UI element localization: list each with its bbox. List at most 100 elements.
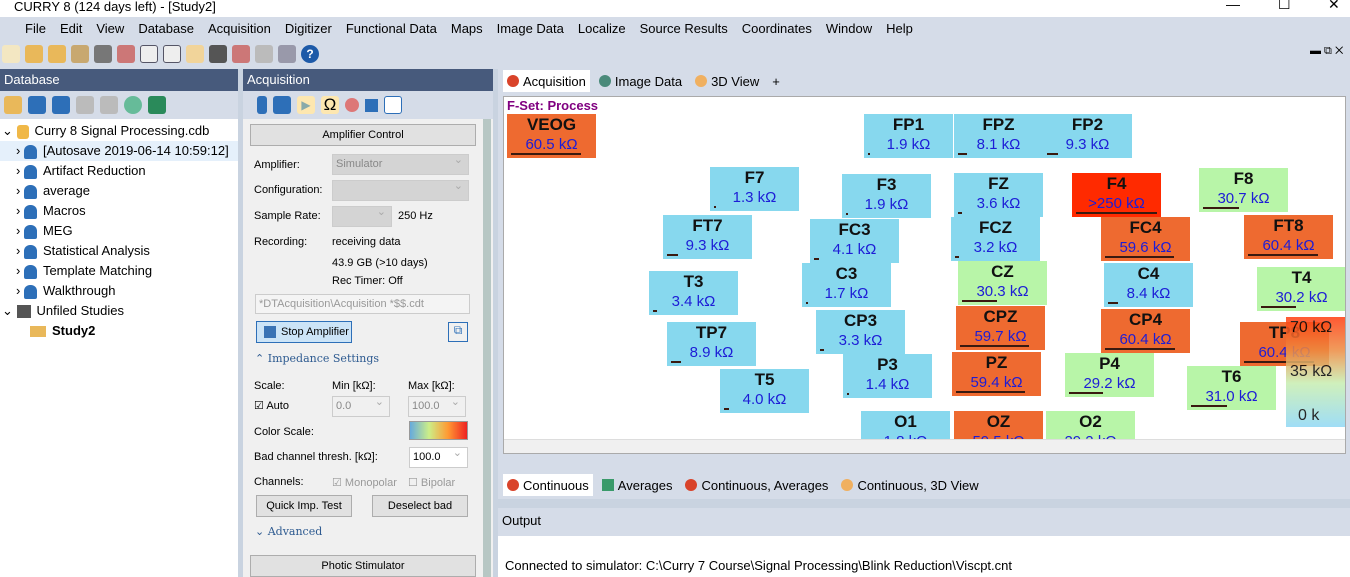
electrode-ft8[interactable]: FT8 60.4 kΩ: [1244, 215, 1333, 259]
deselect-bad-button[interactable]: Deselect bad: [372, 495, 468, 517]
electrode-t5[interactable]: T5 4.0 kΩ: [720, 369, 809, 413]
add-patient-icon[interactable]: [28, 96, 46, 114]
electrode-cp4[interactable]: CP4 60.4 kΩ: [1101, 309, 1190, 353]
clipboard-icon[interactable]: [186, 45, 204, 63]
close-button[interactable]: ✕: [1328, 0, 1340, 12]
add-file-icon[interactable]: [100, 96, 118, 114]
view-tab[interactable]: Image Data: [595, 74, 686, 89]
data-tab[interactable]: Averages: [598, 478, 677, 493]
electrode-veog[interactable]: VEOG 60.5 kΩ: [507, 114, 596, 158]
electrode-t6[interactable]: T6 31.0 kΩ: [1187, 366, 1276, 410]
tree-item[interactable]: › [Autosave 2019-06-14 10:59:12]: [0, 141, 238, 161]
comment-icon[interactable]: [384, 96, 402, 114]
electrode-fcz[interactable]: FCZ 3.2 kΩ: [951, 217, 1040, 261]
menu-edit[interactable]: Edit: [59, 20, 83, 36]
file-path-field[interactable]: *DTAcquisition\Acquisition *$$.cdt: [255, 294, 470, 314]
auto-checkbox[interactable]: ☑ Auto: [254, 400, 289, 412]
db-open-icon[interactable]: [4, 96, 22, 114]
data-tab[interactable]: Continuous: [503, 474, 593, 496]
view-tab[interactable]: 3D View: [691, 74, 763, 89]
menu-help[interactable]: Help: [886, 20, 913, 36]
electrode-cpz[interactable]: CPZ 59.7 kΩ: [956, 306, 1045, 350]
electrode-fc4[interactable]: FC4 59.6 kΩ: [1101, 217, 1190, 261]
electrode-f4[interactable]: F4 >250 kΩ: [1072, 173, 1161, 217]
search-folder-icon[interactable]: [71, 45, 89, 63]
electrode-pz[interactable]: PZ 59.4 kΩ: [952, 352, 1041, 396]
minimize-button[interactable]: —: [1226, 0, 1240, 12]
menu-coordinates[interactable]: Coordinates: [741, 20, 812, 36]
electrode-fp1[interactable]: FP1 1.9 kΩ: [864, 114, 953, 158]
electrode-f3[interactable]: F3 1.9 kΩ: [842, 174, 931, 218]
tree-item[interactable]: › MEG: [0, 221, 238, 241]
refresh-icon[interactable]: [255, 45, 273, 63]
marker-icon[interactable]: [232, 45, 250, 63]
tree-item[interactable]: › average: [0, 181, 238, 201]
scrollbar[interactable]: [483, 119, 491, 577]
stop-icon[interactable]: [365, 98, 378, 112]
menu-database[interactable]: Database: [138, 20, 194, 36]
stop-amplifier-button[interactable]: Stop Amplifier: [256, 321, 352, 343]
movie-icon[interactable]: [278, 45, 296, 63]
menu-localize[interactable]: Localize: [577, 20, 626, 36]
electrode-fz[interactable]: FZ 3.6 kΩ: [954, 173, 1043, 217]
maximize-button[interactable]: ☐: [1278, 0, 1291, 12]
electrode-f7[interactable]: F7 1.3 kΩ: [710, 167, 799, 211]
menu-file[interactable]: File: [25, 20, 46, 36]
import-icon[interactable]: [48, 45, 66, 63]
max-input[interactable]: 100.0: [408, 393, 466, 417]
tree-study[interactable]: Study2: [0, 321, 238, 341]
settings-icon[interactable]: [94, 45, 112, 63]
photic-stimulator-button[interactable]: Photic Stimulator: [250, 555, 476, 577]
menu-image-data[interactable]: Image Data: [496, 20, 564, 36]
electrode-cz[interactable]: CZ 30.3 kΩ: [958, 261, 1047, 305]
code-icon[interactable]: [148, 96, 166, 114]
amplifier-icon[interactable]: [257, 96, 267, 114]
menu-window[interactable]: Window: [825, 20, 873, 36]
amplifier-select[interactable]: Simulator: [332, 151, 469, 175]
electrode-c4[interactable]: C4 8.4 kΩ: [1104, 263, 1193, 307]
bad-thresh-input[interactable]: 100.0: [409, 444, 468, 468]
play-icon[interactable]: ▶: [297, 96, 315, 114]
new-icon[interactable]: [2, 45, 20, 63]
electrode-f8[interactable]: F8 30.7 kΩ: [1199, 168, 1288, 212]
color-scale-select[interactable]: [409, 421, 468, 440]
record-icon[interactable]: [345, 98, 359, 112]
menu-maps[interactable]: Maps: [450, 20, 483, 36]
add-user-icon[interactable]: [52, 96, 70, 114]
data-tab[interactable]: Continuous, 3D View: [837, 478, 982, 493]
electrode-fc3[interactable]: FC3 4.1 kΩ: [810, 219, 899, 263]
menu-functional-data[interactable]: Functional Data: [345, 20, 437, 36]
view-tab[interactable]: Acquisition: [503, 70, 590, 92]
camera-icon[interactable]: [273, 96, 291, 114]
menu-digitizer[interactable]: Digitizer: [284, 20, 332, 36]
amplifier-control-button[interactable]: Amplifier Control: [250, 124, 476, 146]
impedance-settings-header[interactable]: ⌃ Impedance Settings: [255, 352, 379, 365]
data-tab[interactable]: Continuous, Averages: [681, 478, 832, 493]
menu-source-results[interactable]: Source Results: [639, 20, 728, 36]
menu-acquisition[interactable]: Acquisition: [207, 20, 271, 36]
quick-imp-test-button[interactable]: Quick Imp. Test: [256, 495, 352, 517]
advanced-header[interactable]: ⌄ Advanced: [255, 525, 322, 538]
electrode-t4[interactable]: T4 30.2 kΩ: [1257, 267, 1345, 311]
electrode-c3[interactable]: C3 1.7 kΩ: [802, 263, 891, 307]
electrode-t3[interactable]: T3 3.4 kΩ: [649, 271, 738, 315]
print-icon[interactable]: [209, 45, 227, 63]
open-icon[interactable]: [25, 45, 43, 63]
configuration-select[interactable]: [332, 177, 469, 201]
tree-item[interactable]: › Walkthrough: [0, 281, 238, 301]
view-tab[interactable]: +: [768, 74, 784, 89]
electrode-tp7[interactable]: TP7 8.9 kΩ: [667, 322, 756, 366]
detach-icon[interactable]: ⧉: [448, 322, 468, 342]
min-input[interactable]: 0.0: [332, 393, 390, 417]
tree-item[interactable]: › Artifact Reduction: [0, 161, 238, 181]
add-folder-icon[interactable]: [76, 96, 94, 114]
help-icon[interactable]: ?: [301, 45, 319, 63]
tree-unfiled[interactable]: ⌄ Unfiled Studies: [0, 301, 238, 321]
menu-view[interactable]: View: [96, 20, 125, 36]
tree-item[interactable]: › Macros: [0, 201, 238, 221]
save-icon[interactable]: [117, 45, 135, 63]
sample-rate-select[interactable]: [332, 203, 392, 227]
monopolar-checkbox[interactable]: ☑ Monopolar: [332, 477, 397, 489]
electrode-ft7[interactable]: FT7 9.3 kΩ: [663, 215, 752, 259]
bipolar-checkbox[interactable]: ☐ Bipolar: [408, 477, 456, 489]
